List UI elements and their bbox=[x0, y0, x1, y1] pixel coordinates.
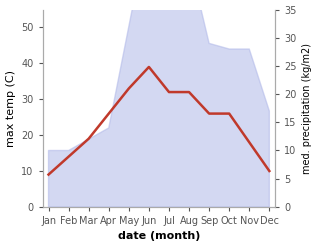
Y-axis label: max temp (C): max temp (C) bbox=[5, 70, 16, 147]
Y-axis label: med. precipitation (kg/m2): med. precipitation (kg/m2) bbox=[302, 43, 313, 174]
X-axis label: date (month): date (month) bbox=[118, 231, 200, 242]
